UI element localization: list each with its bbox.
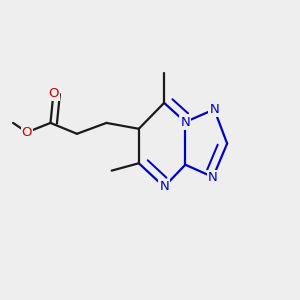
Text: O: O xyxy=(48,87,59,100)
Text: N: N xyxy=(181,116,190,128)
Text: N: N xyxy=(209,103,219,116)
Text: N: N xyxy=(159,180,169,193)
Text: O: O xyxy=(22,126,32,139)
Text: N: N xyxy=(208,171,218,184)
